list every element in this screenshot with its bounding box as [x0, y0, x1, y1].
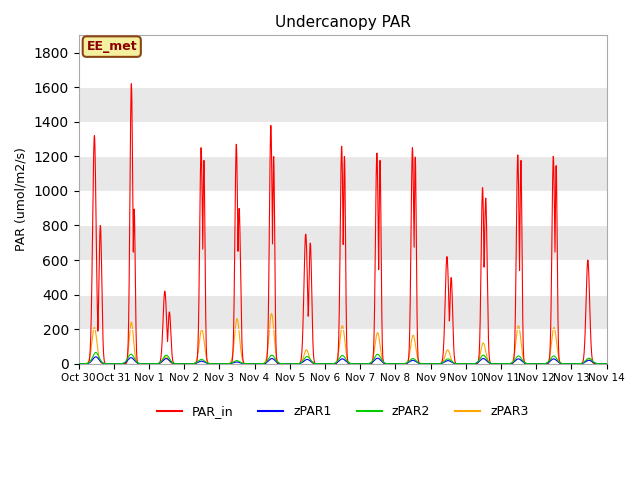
zPAR2 — [603, 361, 611, 367]
Text: EE_met: EE_met — [86, 40, 137, 53]
PAR_in — [603, 361, 611, 367]
zPAR1 — [222, 361, 230, 367]
PAR_in — [127, 81, 135, 86]
Legend: PAR_in, zPAR1, zPAR2, zPAR3: PAR_in, zPAR1, zPAR2, zPAR3 — [152, 400, 534, 423]
zPAR1 — [557, 360, 564, 366]
Bar — [79, 226, 607, 260]
Bar — [79, 53, 607, 87]
Bar — [79, 191, 607, 226]
zPAR1 — [572, 361, 579, 367]
zPAR3 — [222, 361, 230, 367]
PAR_in — [75, 361, 83, 367]
PAR_in — [222, 361, 230, 367]
zPAR3 — [358, 361, 366, 367]
PAR_in — [358, 361, 366, 367]
PAR_in — [572, 361, 579, 367]
Bar — [79, 122, 607, 156]
zPAR3 — [75, 361, 83, 367]
zPAR1 — [250, 361, 258, 367]
Bar — [79, 295, 607, 329]
zPAR1 — [497, 361, 504, 367]
PAR_in — [370, 348, 378, 354]
Line: zPAR1: zPAR1 — [79, 357, 607, 364]
Bar — [79, 260, 607, 295]
zPAR2 — [222, 361, 230, 367]
PAR_in — [286, 361, 294, 367]
zPAR3 — [370, 353, 378, 359]
zPAR1 — [75, 361, 83, 367]
Bar — [79, 329, 607, 364]
zPAR3 — [603, 361, 611, 367]
Line: PAR_in: PAR_in — [79, 84, 607, 364]
Line: zPAR3: zPAR3 — [79, 313, 607, 364]
zPAR2 — [572, 361, 579, 367]
Bar — [79, 156, 607, 191]
zPAR3 — [572, 361, 579, 367]
Title: Undercanopy PAR: Undercanopy PAR — [275, 15, 410, 30]
zPAR3 — [557, 360, 564, 365]
zPAR2 — [250, 361, 258, 367]
zPAR2 — [358, 361, 366, 367]
PAR_in — [497, 361, 504, 367]
zPAR2 — [557, 360, 564, 366]
zPAR1 — [603, 361, 611, 367]
PAR_in — [557, 361, 564, 367]
zPAR2 — [370, 357, 378, 362]
zPAR1 — [358, 361, 366, 367]
zPAR2 — [75, 361, 83, 367]
zPAR2 — [497, 361, 504, 367]
zPAR2 — [92, 349, 100, 355]
zPAR3 — [110, 361, 118, 367]
zPAR3 — [268, 311, 275, 316]
Line: zPAR2: zPAR2 — [79, 352, 607, 364]
Bar — [79, 87, 607, 122]
zPAR3 — [497, 361, 504, 367]
Y-axis label: PAR (umol/m2/s): PAR (umol/m2/s) — [15, 147, 28, 252]
zPAR1 — [370, 359, 378, 364]
zPAR1 — [92, 354, 100, 360]
